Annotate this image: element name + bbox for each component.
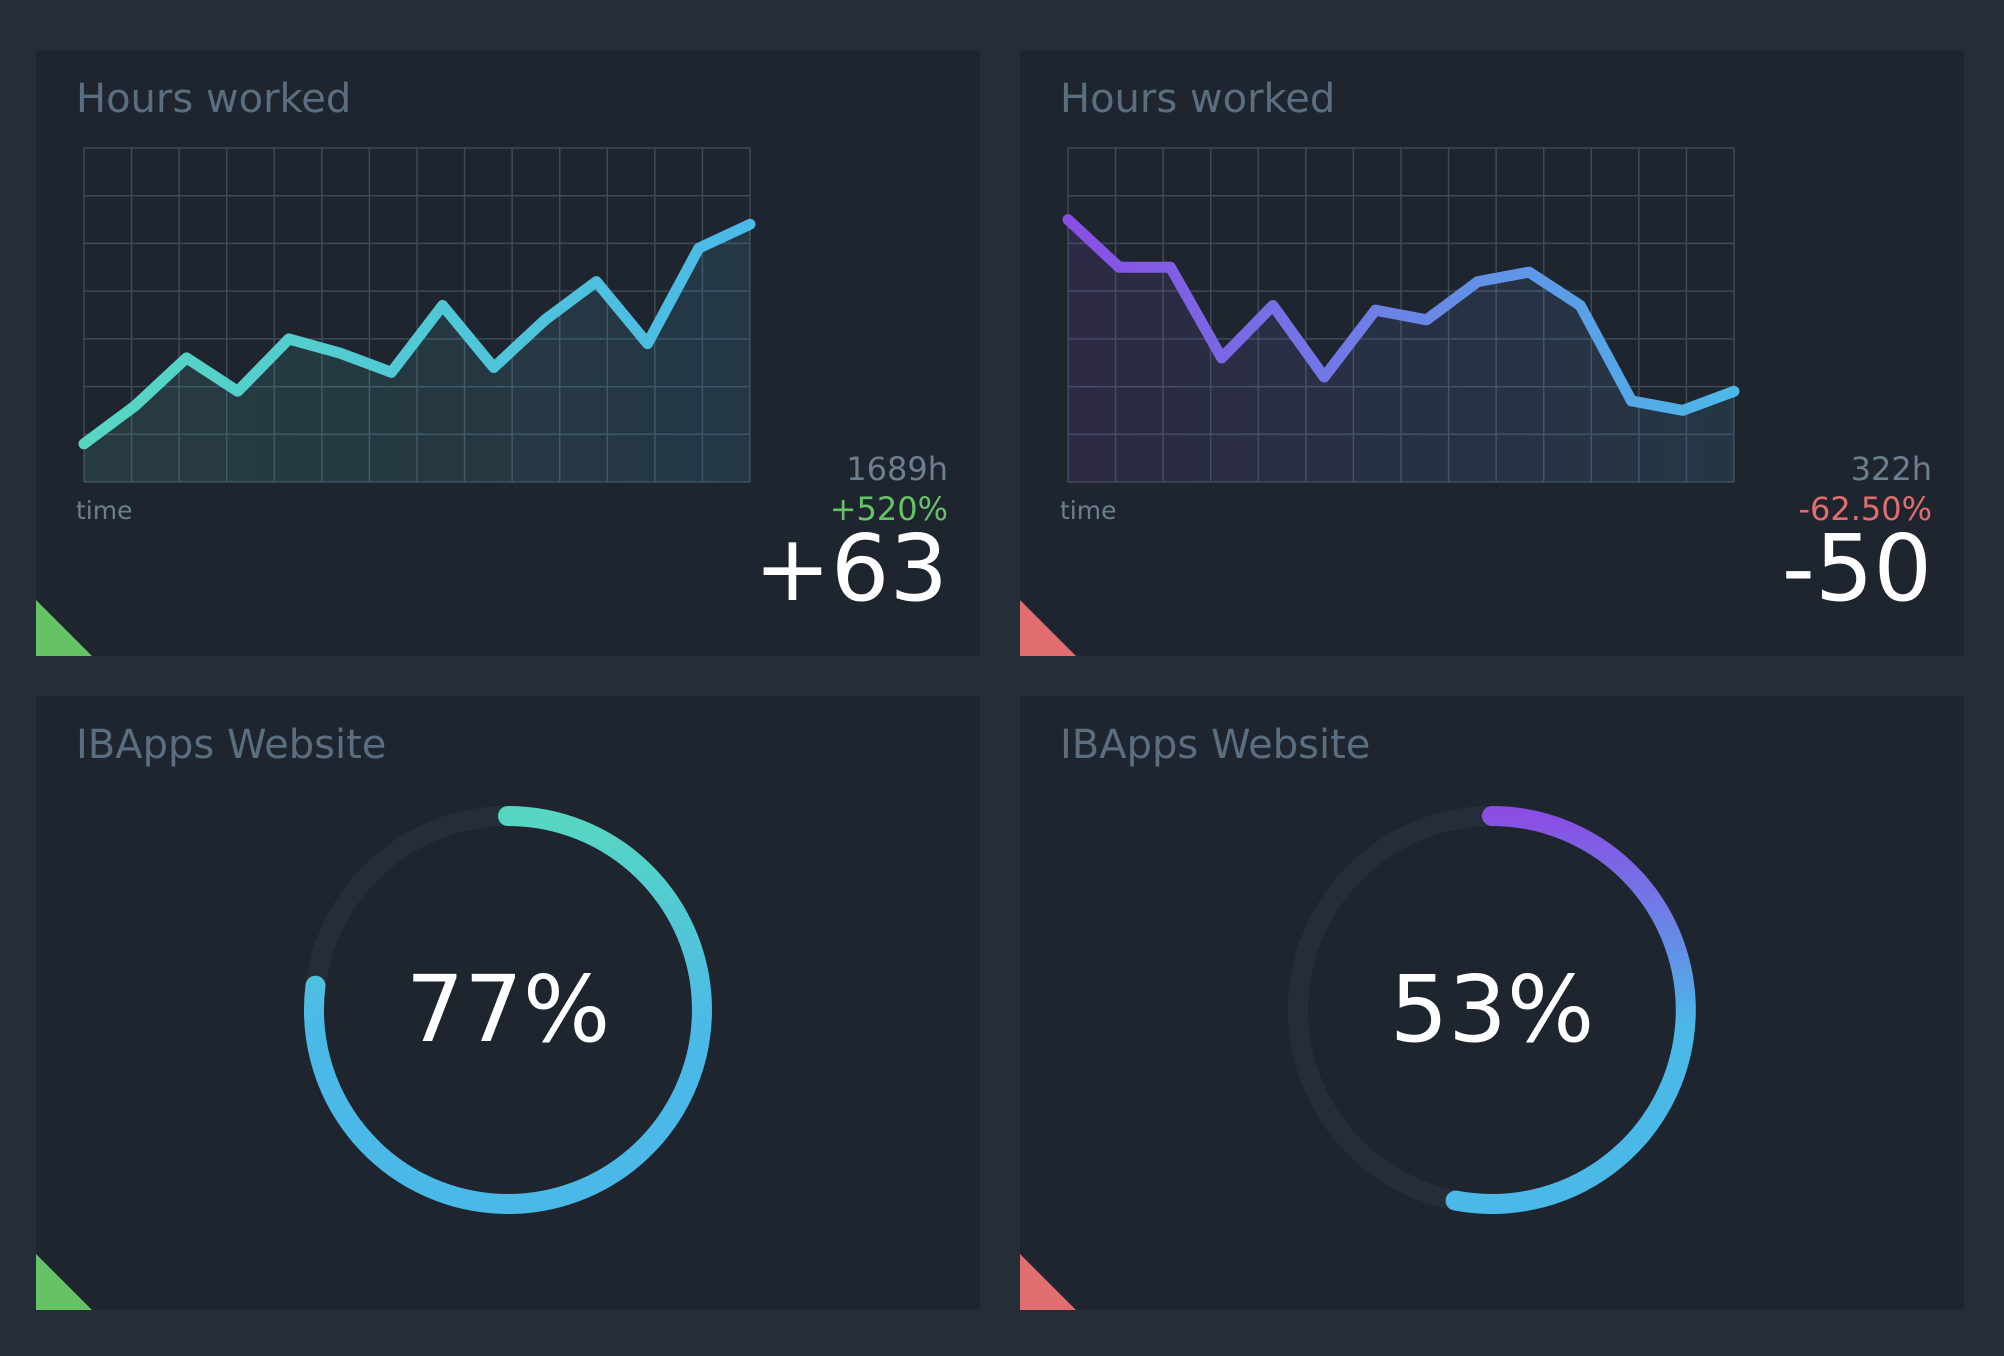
card-title: Hours worked — [1060, 76, 1336, 122]
trend-corner-indicator — [1020, 1254, 1076, 1310]
progress-percent: 53% — [1389, 956, 1595, 1063]
card-title: IBApps Website — [76, 722, 387, 768]
trend-corner-indicator — [36, 1254, 92, 1310]
trend-corner-indicator — [36, 600, 92, 656]
area-fill — [84, 224, 750, 483]
progress-percent: 77% — [405, 956, 611, 1063]
progress-ring — [303, 806, 712, 1214]
delta-value: +63 — [753, 515, 948, 622]
x-axis-label: time — [1060, 496, 1117, 525]
website-progress-card-1: IBApps Website 77% — [36, 696, 980, 1310]
series-line — [78, 218, 756, 450]
card-title: Hours worked — [76, 76, 352, 122]
percent-change: -62.50% — [1798, 490, 1932, 528]
hours-line-chart — [1062, 147, 1740, 483]
delta-value: -50 — [1781, 515, 1932, 622]
area-fill — [1068, 219, 1734, 482]
hours-worked-card-2: Hours worked time 322h -62.50% -50 — [1020, 50, 1964, 656]
gauge-progress-arc — [1445, 806, 1696, 1214]
progress-ring — [1288, 806, 1696, 1214]
website-progress-card-2: IBApps Website 53% — [1020, 696, 1964, 1310]
total-hours: 1689h — [846, 450, 948, 488]
card-title: IBApps Website — [1060, 722, 1371, 768]
x-axis-label: time — [76, 496, 133, 525]
hours-worked-card-1: Hours worked time 1689h +520% +63 — [36, 50, 980, 656]
total-hours: 322h — [1850, 450, 1932, 488]
trend-corner-indicator — [1020, 600, 1076, 656]
gauge-progress-arc — [303, 806, 712, 1214]
series-line — [1062, 214, 1740, 416]
percent-change: +520% — [829, 490, 948, 528]
hours-line-chart — [78, 147, 756, 483]
